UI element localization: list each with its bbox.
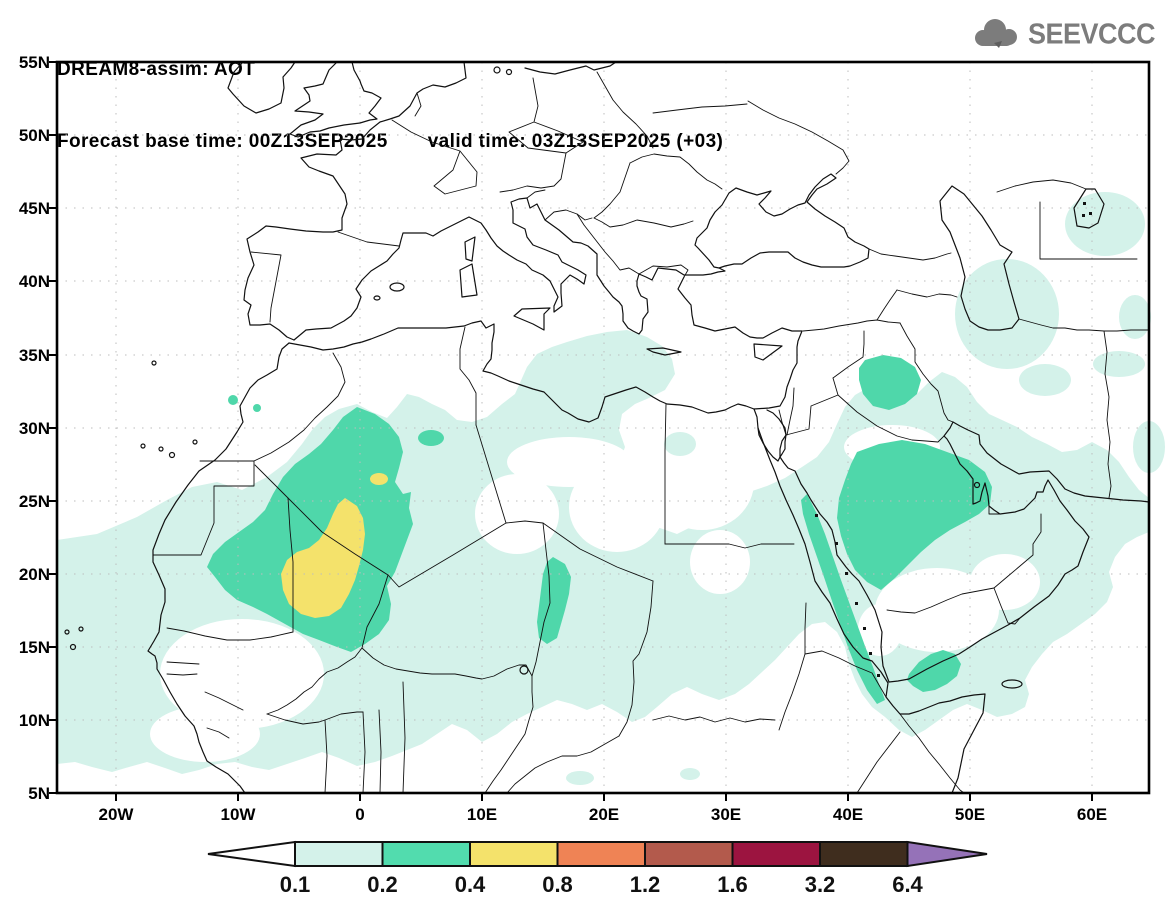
colorbar-segment [556,841,646,867]
colorbar-label: 1.6 [717,872,748,897]
colorbar-label: 1.2 [630,872,661,897]
map-canvas [49,60,1165,801]
colorbar-label: 0.8 [542,872,573,897]
lon-label: 50E [955,805,985,824]
colorbar-segment [731,841,821,867]
lon-label: 10W [221,805,257,824]
colorbar-label: 0.2 [367,872,398,897]
lat-label: 15N [19,638,50,657]
lat-label: 45N [19,199,50,218]
lat-axis: 55N 50N 45N 40N 35N 30N 25N 20N 15N 10N … [19,53,50,803]
forecast-base-time: Forecast base time: 00Z13SEP2025 [57,131,388,152]
lon-label: 10E [467,805,497,824]
terrain-specks [815,202,1092,677]
lon-label: 40E [833,805,863,824]
lat-label: 25N [19,492,50,511]
lat-label: 5N [28,784,50,803]
colorbar-segment [381,841,471,867]
graticule [57,62,1149,793]
country-borders [152,71,1150,794]
colorbar-label: 0.1 [280,872,311,897]
colorbar: 0.1 0.2 0.4 0.8 1.2 1.6 3.2 6.4 [207,840,988,897]
colorbar-segment [819,841,909,867]
logo-text: SEEVCCC [1027,17,1156,50]
lon-label: 0 [355,805,364,824]
seevccc-logo: SEEVCCC [970,16,1156,52]
lat-label: 40N [19,272,50,291]
cloud-icon [974,19,1017,48]
lon-label: 20E [589,805,619,824]
colorbar-segment [294,841,384,867]
colorbar-label: 6.4 [892,872,923,897]
colorbar-segment [644,841,734,867]
colorbar-right-arrow [906,840,988,868]
lat-label: 20N [19,565,50,584]
colorbar-segment [469,841,559,867]
lon-label: 60E [1077,805,1107,824]
lon-label: 30E [711,805,741,824]
page-title: DREAM8-assim: AOT [57,59,256,80]
axis-ticks [49,61,1093,801]
lat-label: 50N [19,126,50,145]
lon-label: 20W [99,805,135,824]
colorbar-label: 0.4 [455,872,486,897]
colorbar-left-arrow [207,840,296,868]
lat-label: 35N [19,346,50,365]
lat-label: 55N [19,53,50,72]
colorbar-label: 3.2 [805,872,836,897]
coastlines [64,61,1150,794]
lat-label: 10N [19,711,50,730]
lat-label: 30N [19,419,50,438]
lon-axis: 20W 10W 0 10E 20E 30E 40E 50E 60E [99,805,1108,824]
aot-shading [57,192,1165,785]
